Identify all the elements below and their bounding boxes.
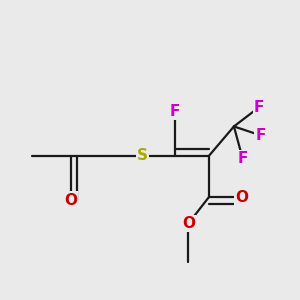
Text: S: S [137,148,148,164]
Text: F: F [238,151,248,166]
Text: F: F [255,128,266,143]
Text: O: O [64,193,77,208]
Text: O: O [182,216,195,231]
Text: O: O [235,190,248,205]
Text: F: F [170,104,180,119]
Text: F: F [254,100,264,115]
